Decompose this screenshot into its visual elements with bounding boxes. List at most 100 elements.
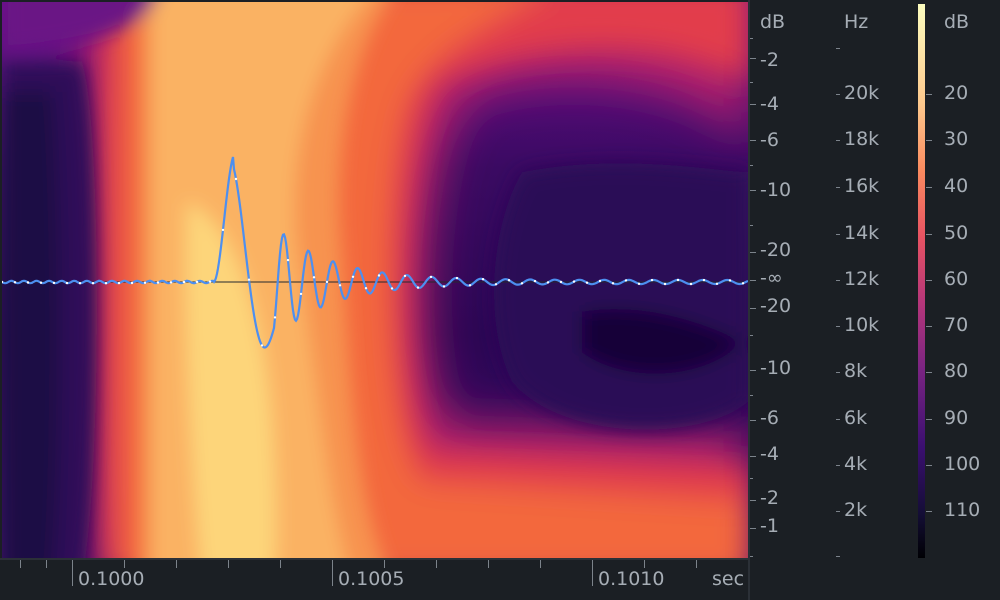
sample-point [221,228,225,232]
sample-point [728,279,732,282]
sample-point [52,281,56,285]
hz-label: 6k [844,407,868,429]
sample-point [650,278,654,282]
db-label: -10 [760,179,792,201]
colorbar-label: 100 [944,453,981,475]
sample-point [156,281,160,284]
sample-point [26,281,30,284]
sample-point [689,282,693,286]
hz-label: 14k [844,222,880,244]
sample-point [455,276,459,280]
colorbar-label: 50 [944,222,969,244]
sample-point [195,280,199,284]
sample-point [247,278,251,281]
horizontal-divider [0,558,750,560]
sample-point [598,279,602,283]
colorbar-label: 110 [944,499,981,521]
sample-point [624,279,628,282]
hz-label: 8k [844,360,868,382]
sample-point [702,278,706,282]
sample-point [351,275,355,278]
sample-point [390,287,394,290]
sample-point [39,281,43,284]
sample-point [312,276,316,279]
colorbar-label: 60 [944,268,969,290]
db-label: -20 [760,295,792,317]
db-label: -10 [760,357,792,379]
sample-point [559,280,563,284]
sample-point [13,281,17,284]
colorbar-label: 70 [944,314,969,336]
hz-label: 12k [844,268,880,290]
hz-label: 20k [844,82,880,104]
hz-label: 10k [844,314,880,336]
colorbar-label: 30 [944,128,969,150]
sample-point [78,282,82,285]
sample-point [273,316,277,319]
sample-point [572,280,576,283]
sample-point [546,281,550,284]
colorbar-label: 90 [944,407,969,429]
waveform-sample-points [2,177,745,347]
hz-label: 2k [844,499,868,521]
db-label: -1 [760,515,779,537]
db-label: -2 [760,49,779,71]
sample-point [468,284,472,287]
sample-point [507,279,511,282]
colorbar-label: 40 [944,175,969,197]
db-label: -4 [760,443,779,465]
sample-point [65,281,69,285]
colorbar-label: 80 [944,360,969,382]
db-label: -20 [760,239,792,261]
spectrogram-image [2,2,748,558]
sample-point [117,281,121,285]
waveform-overlay[interactable] [2,2,748,558]
db-label: -6 [760,407,779,429]
sample-point [533,279,537,283]
sample-point [429,275,433,279]
sample-point [676,278,680,282]
sample-point [442,285,446,288]
sample-point [715,282,719,285]
sample-point [286,258,290,262]
sample-point [637,282,641,285]
sample-point [130,281,134,285]
colorbar-label: 20 [944,82,969,104]
vertical-divider [748,0,750,600]
sample-point [481,278,485,281]
sample-point [520,282,524,285]
sample-point [234,177,238,181]
sample-point [208,280,212,283]
sample-point [416,286,420,289]
sample-point [260,344,264,347]
hz-label: 16k [844,175,880,197]
sample-point [377,274,381,277]
sample-point [663,282,667,286]
colorbar-db-scale[interactable]: dB 20 30 40 50 60 70 80 90 100 110 [926,0,1000,560]
spectrogram-viewport[interactable] [2,2,748,558]
sample-point [611,282,615,285]
colorbar-unit-label: dB [944,11,970,33]
time-label: 0.1000 [78,568,145,590]
time-ruler[interactable]: 0.1000 0.1005 0.1010 sec [0,560,748,600]
waveform-line [2,156,748,349]
frequency-scale[interactable]: Hz 20k 18k 16k 14k 12k 10k 8k 6k 4k 2k [832,0,912,560]
sample-point [299,292,303,296]
sample-point [325,280,329,284]
sample-point [364,287,368,290]
sample-point [91,282,95,285]
db-label-infinity: -∞ [760,267,783,289]
db-label: -6 [760,129,779,151]
sample-point [585,281,589,284]
sample-point [143,281,147,284]
hz-label: 18k [844,128,880,150]
sample-point [403,274,407,278]
sample-point [338,284,342,287]
time-unit-label: sec [712,568,745,590]
sample-point [2,280,4,284]
db-unit-label: dB [760,11,786,33]
hz-unit-label: Hz [844,11,869,33]
sample-point [169,281,173,284]
waveform-db-scale[interactable]: dB -2 -4 -6 -10 -20 -∞ -20 -10 -6 -4 -2 … [750,0,830,560]
